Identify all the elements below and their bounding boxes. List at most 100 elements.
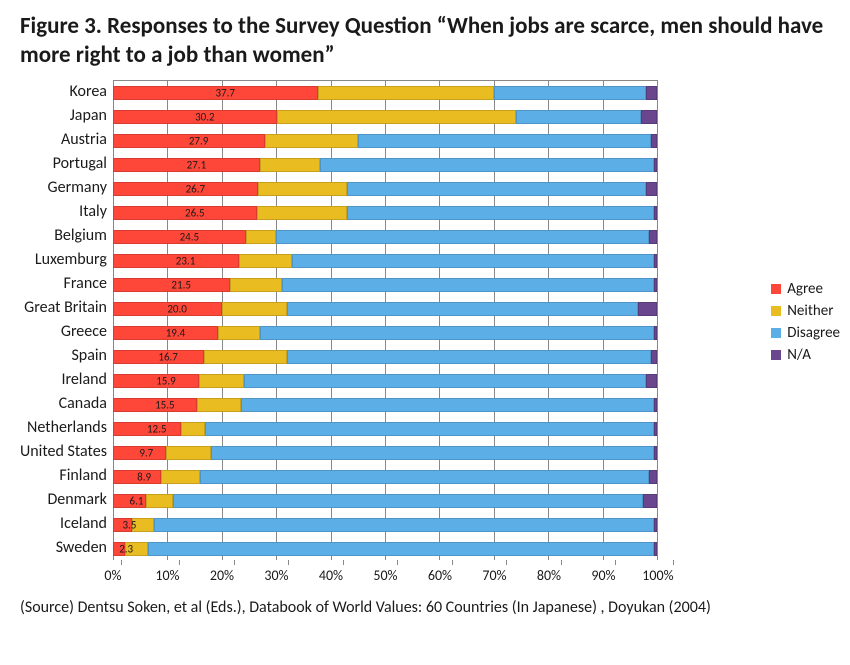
category-label: Ireland	[61, 368, 107, 392]
chart-area: KoreaJapanAustriaPortugalGermanyItalyBel…	[20, 80, 830, 588]
x-tick: 50%	[385, 560, 409, 584]
bar-value-label: 9.7	[139, 446, 153, 459]
category-label: Luxemburg	[35, 248, 107, 272]
bar-row: 30.2	[113, 105, 657, 129]
bar-row: 23.1	[113, 249, 657, 273]
bar-value-label: 30.2	[195, 110, 215, 123]
bar-segment-disagree	[154, 518, 654, 532]
stacked-bar: 15.9	[113, 374, 657, 388]
bar-row: 24.5	[113, 225, 657, 249]
stacked-bar: 12.5	[113, 422, 657, 436]
category-label: Canada	[59, 392, 107, 416]
stacked-bar: 2.3	[113, 542, 657, 556]
legend-swatch	[771, 284, 781, 294]
bar-value-label: 3.5	[122, 518, 136, 531]
bar-value-label: 27.9	[189, 134, 209, 147]
category-label: Portugal	[53, 152, 107, 176]
bar-segment-na	[654, 278, 657, 292]
legend-swatch	[771, 328, 781, 338]
plot-area: 37.730.2 27.9 27.1 26.7 26.5 24.5 23.1 21.5 20.0…	[113, 80, 658, 560]
stacked-bar: 30.2	[113, 110, 657, 124]
x-tick-label: 70%	[482, 567, 506, 584]
bar-value-label: 27.1	[187, 158, 207, 171]
category-label: Great Britain	[24, 296, 107, 320]
bar-value-label: 37.7	[215, 86, 235, 99]
bar-row: 20.0	[113, 297, 657, 321]
bar-row: 15.9	[113, 369, 657, 393]
x-tick-label: 80%	[537, 567, 561, 584]
bar-segment-na	[646, 182, 657, 196]
bar-segment-disagree	[244, 374, 647, 388]
bar-value-label: 26.5	[185, 206, 205, 219]
bar-segment-neither	[277, 110, 515, 124]
category-label: Belgium	[54, 224, 107, 248]
x-tick-label: 40%	[319, 567, 343, 584]
source-note: (Source) Dentsu Soken, et al (Eds.), Dat…	[20, 598, 830, 619]
bar-segment-neither	[204, 350, 287, 364]
stacked-bar: 21.5	[113, 278, 657, 292]
bar-segment-disagree	[516, 110, 641, 124]
legend-swatch	[771, 306, 781, 316]
x-tick: 90%	[603, 560, 627, 584]
x-tick: 30%	[276, 560, 300, 584]
bar-segment-disagree	[292, 254, 654, 268]
bar-segment-disagree	[200, 470, 649, 484]
bar-segment-na	[638, 302, 657, 316]
bar-segment-na	[643, 494, 657, 508]
bar-segment-na	[654, 446, 657, 460]
x-tick: 80%	[549, 560, 573, 584]
bar-row: 26.5	[113, 201, 657, 225]
bar-segment-disagree	[173, 494, 644, 508]
bar-value-label: 12.5	[147, 422, 167, 435]
x-tick-label: 60%	[428, 567, 452, 584]
legend-label: N/A	[787, 346, 811, 364]
bar-segment-neither	[222, 302, 287, 316]
bar-segment-neither	[265, 134, 358, 148]
bar-row: 21.5	[113, 273, 657, 297]
category-label: Finland	[59, 464, 107, 488]
bar-value-label: 26.7	[186, 182, 206, 195]
stacked-bar: 24.5	[113, 230, 657, 244]
bar-segment-neither	[166, 446, 211, 460]
stacked-bar: 3.5	[113, 518, 657, 532]
stacked-bar: 15.5	[113, 398, 657, 412]
x-tick-label: 20%	[210, 567, 234, 584]
bar-row: 12.5	[113, 417, 657, 441]
bar-value-label: 24.5	[180, 230, 200, 243]
bar-segment-neither	[230, 278, 282, 292]
bar-segment-na	[651, 134, 656, 148]
stacked-bar: 26.5	[113, 206, 657, 220]
category-label: Netherlands	[27, 416, 107, 440]
x-tick: 70%	[494, 560, 518, 584]
figure-title: Figure 3. Responses to the Survey Questi…	[20, 12, 830, 70]
bar-segment-neither	[199, 374, 243, 388]
bar-value-label: 2.3	[119, 542, 133, 555]
category-label: Korea	[70, 80, 107, 104]
category-label: United States	[20, 440, 107, 464]
bar-segment-na	[651, 350, 656, 364]
legend-swatch	[771, 350, 781, 360]
bar-segment-neither	[197, 398, 241, 412]
bar-segment-disagree	[287, 350, 651, 364]
x-tick: 0%	[113, 560, 130, 584]
bar-segment-na	[646, 374, 657, 388]
category-label: Iceland	[60, 512, 107, 536]
bar-segment-neither	[318, 86, 494, 100]
category-label: Germany	[48, 176, 107, 200]
bar-value-label: 15.9	[156, 374, 176, 387]
bar-segment-disagree	[205, 422, 654, 436]
bar-value-label: 23.1	[176, 254, 196, 267]
category-label: Italy	[79, 200, 107, 224]
bar-value-label: 19.4	[166, 326, 186, 339]
x-tick-label: 30%	[264, 567, 288, 584]
bar-segment-disagree	[260, 326, 654, 340]
stacked-bar: 8.9	[113, 470, 657, 484]
bar-value-label: 21.5	[171, 278, 191, 291]
stacked-bar: 6.1	[113, 494, 657, 508]
stacked-bar: 26.7	[113, 182, 657, 196]
category-label: Japan	[70, 104, 107, 128]
bar-row: 15.5	[113, 393, 657, 417]
bar-segment-disagree	[494, 86, 646, 100]
bar-row: 37.7	[113, 81, 657, 105]
x-tick: 40%	[331, 560, 355, 584]
